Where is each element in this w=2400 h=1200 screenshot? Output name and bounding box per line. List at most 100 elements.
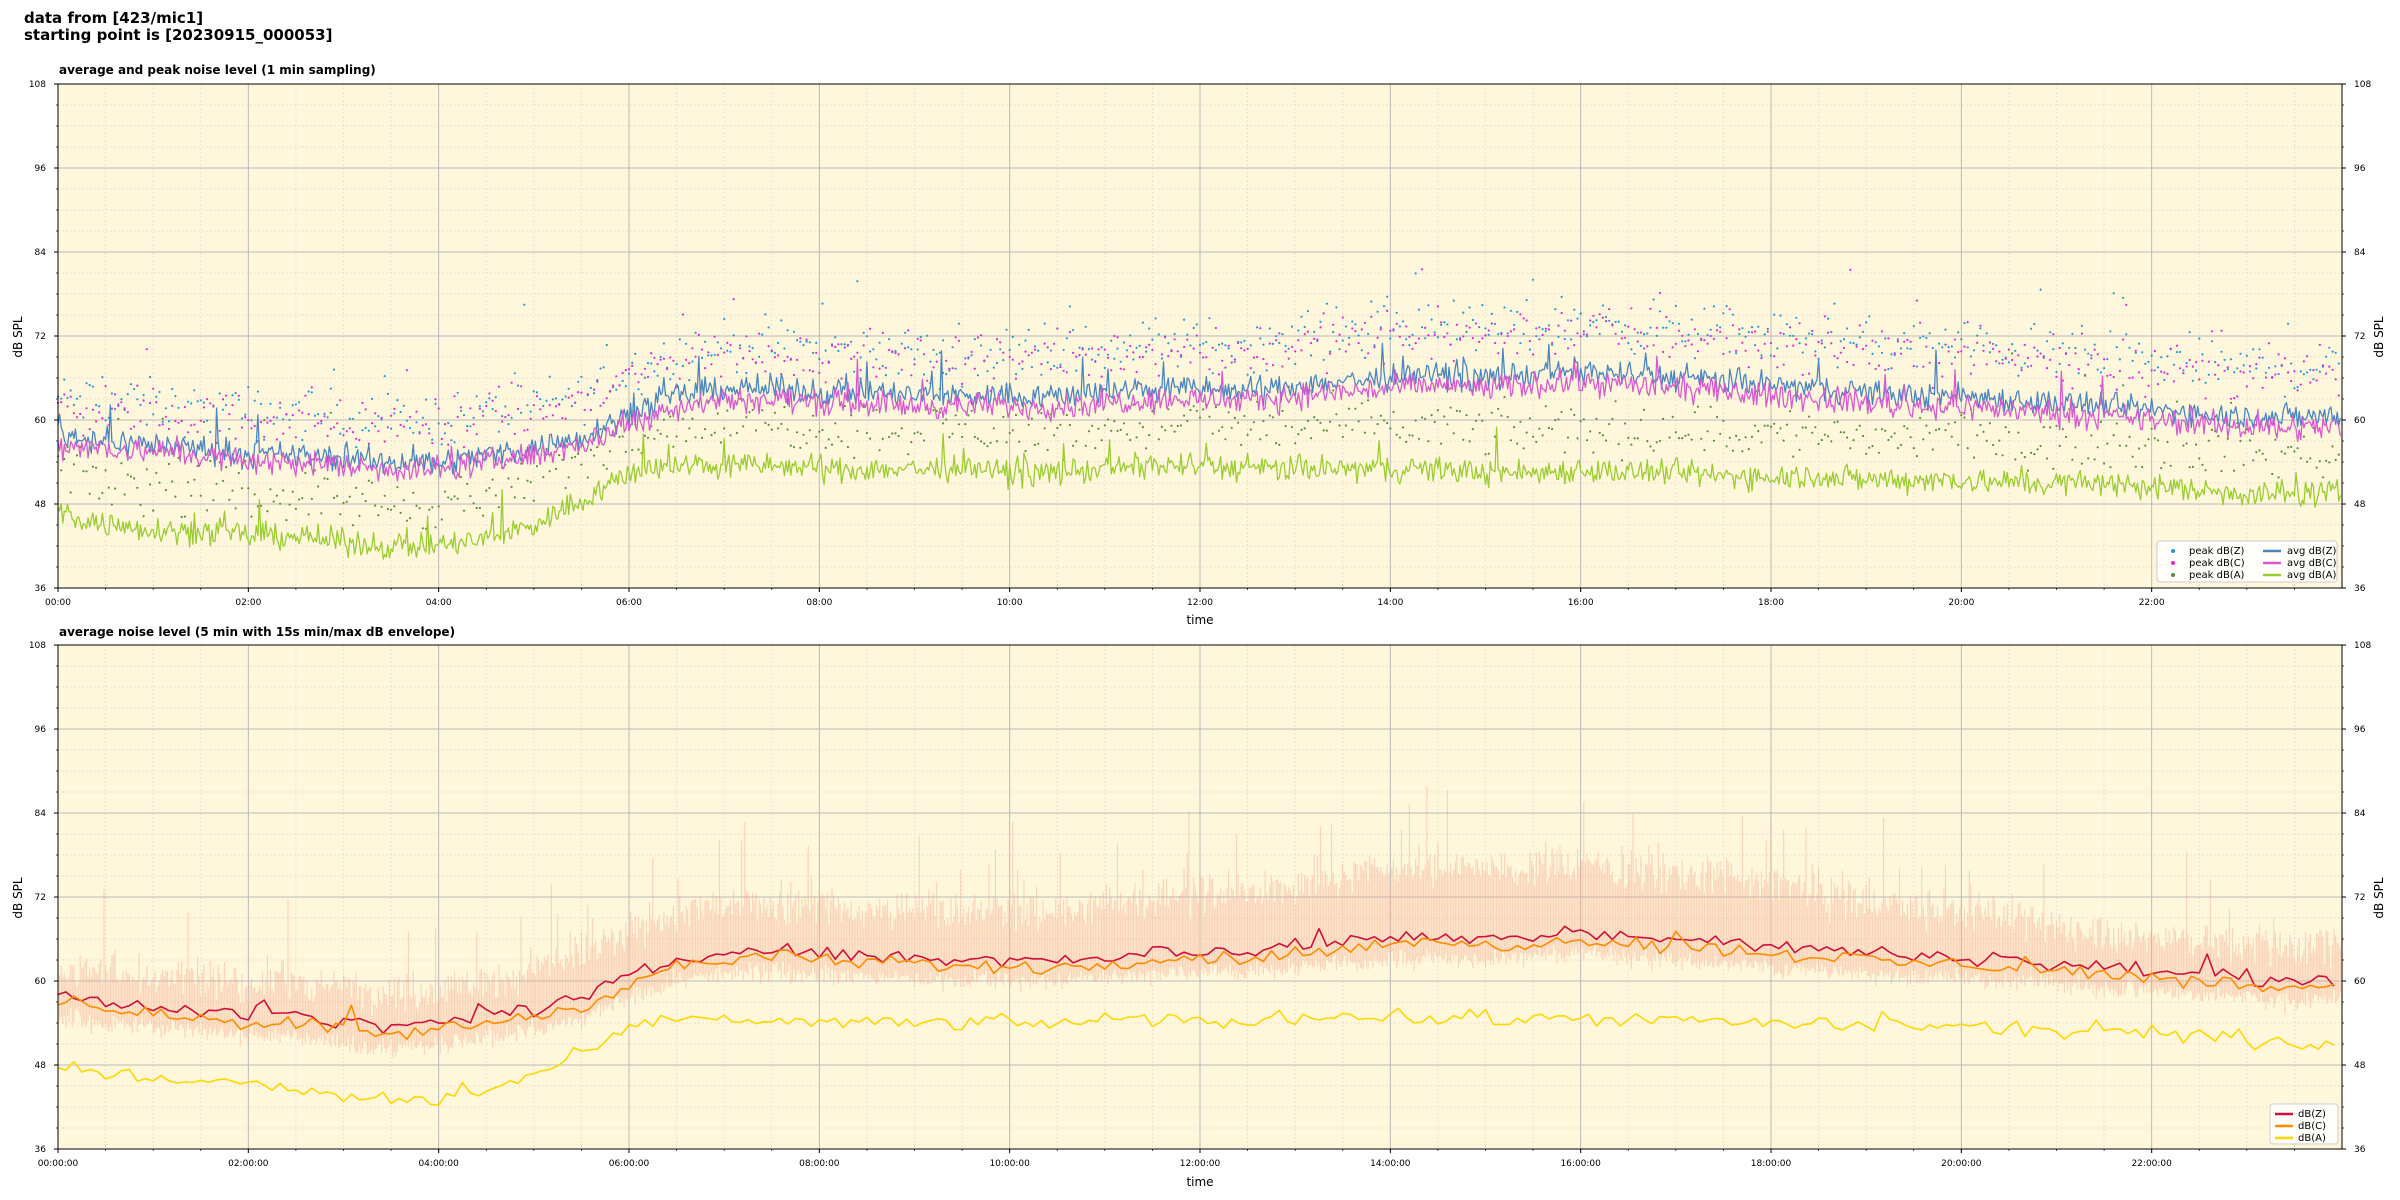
peak-point — [367, 442, 370, 445]
peak-point — [282, 489, 285, 492]
peak-point — [2096, 353, 2099, 356]
peak-point — [1189, 344, 1192, 347]
peak-point — [523, 429, 526, 432]
peak-point — [1944, 429, 1947, 432]
peak-point — [837, 343, 840, 346]
peak-point — [761, 361, 764, 364]
peak-point — [409, 415, 412, 419]
peak-point — [2214, 373, 2217, 376]
peak-point — [1046, 346, 1049, 349]
peak-point — [1865, 321, 1868, 324]
peak-point — [748, 350, 751, 353]
peak-point — [1646, 332, 1649, 335]
peak-point — [1030, 366, 1033, 369]
peak-point — [2058, 362, 2061, 365]
peak-point — [1972, 456, 1976, 459]
peak-point — [713, 335, 716, 338]
peak-point — [964, 363, 967, 366]
peak-point — [1611, 324, 1614, 327]
peak-point — [2315, 379, 2318, 382]
peak-point — [440, 518, 443, 521]
peak-point — [1217, 429, 1221, 432]
peak-point — [1811, 329, 1814, 333]
peak-point — [1056, 426, 1059, 430]
peak-point — [1249, 428, 1252, 431]
peak-point — [884, 366, 888, 369]
peak-point — [110, 503, 113, 506]
peak-point — [475, 395, 478, 398]
peak-point — [976, 336, 980, 339]
peak-point — [783, 359, 786, 363]
peak-point — [1176, 365, 1179, 368]
peak-point — [1297, 433, 1300, 436]
peak-point — [580, 463, 583, 466]
x-tick-label: 18:00:00 — [1751, 1159, 1792, 1169]
peak-point — [818, 430, 821, 433]
peak-point — [1589, 319, 1592, 322]
peak-point — [1145, 346, 1148, 349]
peak-point — [2087, 352, 2090, 355]
peak-point — [2014, 458, 2017, 461]
peak-point — [1627, 325, 1630, 328]
peak-point — [865, 431, 869, 435]
peak-point — [1338, 348, 1341, 351]
peak-point — [1005, 328, 1008, 331]
peak-point — [2153, 437, 2156, 440]
peak-point — [612, 386, 615, 389]
peak-point — [2106, 442, 2109, 445]
peak-point — [123, 408, 126, 412]
peak-point — [1338, 424, 1341, 427]
peak-point — [1316, 338, 1319, 341]
peak-point — [2287, 371, 2290, 374]
peak-point — [2258, 449, 2261, 452]
peak-point — [1985, 439, 1988, 442]
y-tick-label-right: 84 — [2354, 809, 2366, 819]
peak-point — [976, 437, 980, 440]
peak-point — [1547, 426, 1550, 430]
peak-point — [1522, 317, 1525, 320]
peak-point — [580, 375, 583, 378]
peak-point — [1998, 362, 2001, 365]
peak-point — [1160, 425, 1163, 428]
peak-point — [285, 413, 288, 416]
peak-point — [1769, 341, 1773, 345]
peak-point — [355, 486, 358, 489]
peak-point — [520, 462, 523, 465]
peak-point — [1582, 418, 1585, 421]
peak-point — [850, 357, 853, 360]
peak-point — [1433, 333, 1436, 336]
peak-point — [1760, 354, 1763, 357]
peak-point — [1938, 428, 1941, 431]
y-tick-label-right: 72 — [2354, 893, 2365, 903]
peak-point — [2302, 373, 2305, 376]
peak-point — [646, 436, 650, 439]
peak-point — [1014, 377, 1018, 380]
peak-point — [691, 417, 694, 420]
peak-point — [1484, 334, 1487, 337]
peak-point — [1814, 350, 1817, 353]
peak-point — [1890, 353, 1893, 356]
series-db-c- — [57, 930, 2335, 1040]
peak-point — [656, 429, 659, 432]
peak-point — [1582, 333, 1585, 336]
peak-point — [1091, 358, 1094, 361]
peak-point — [386, 426, 389, 429]
peak-point — [253, 424, 256, 428]
chart-1-title: average and peak noise level (1 min samp… — [59, 63, 376, 77]
peak-point — [694, 355, 697, 358]
peak-point — [1268, 414, 1271, 417]
legend-label: dB(Z) — [2298, 1109, 2326, 1120]
peak-point — [1183, 345, 1186, 349]
peak-point — [1595, 326, 1598, 329]
peak-point — [827, 438, 830, 441]
peak-point — [1440, 442, 1443, 445]
peak-point — [856, 351, 859, 354]
peak-point — [875, 358, 878, 361]
y-tick-label: 96 — [35, 725, 47, 735]
peak-point — [313, 414, 316, 417]
peak-point — [288, 426, 291, 429]
peak-point — [1716, 415, 1719, 419]
peak-point — [1430, 414, 1433, 417]
peak-point — [1179, 424, 1183, 427]
peak-point — [878, 367, 881, 370]
